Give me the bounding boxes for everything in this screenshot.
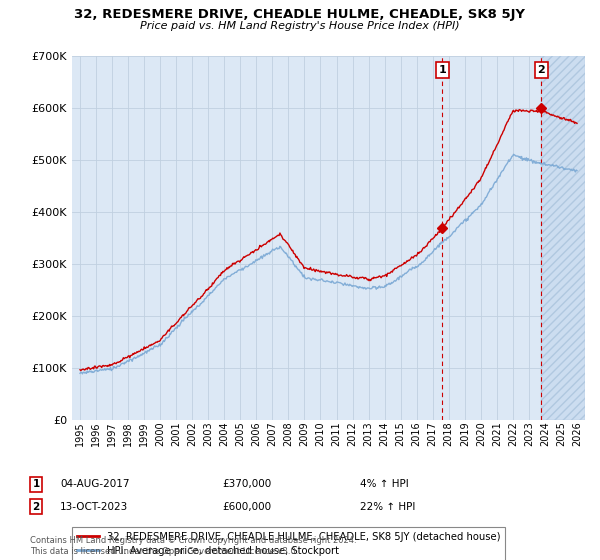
Text: 22% ↑ HPI: 22% ↑ HPI [360, 502, 415, 512]
Text: Contains HM Land Registry data © Crown copyright and database right 2024.
This d: Contains HM Land Registry data © Crown c… [30, 536, 356, 556]
Text: £370,000: £370,000 [222, 479, 271, 489]
Text: 32, REDESMERE DRIVE, CHEADLE HULME, CHEADLE, SK8 5JY: 32, REDESMERE DRIVE, CHEADLE HULME, CHEA… [74, 8, 526, 21]
Text: 2: 2 [538, 65, 545, 75]
Legend: 32, REDESMERE DRIVE, CHEADLE HULME, CHEADLE, SK8 5JY (detached house), HPI: Aver: 32, REDESMERE DRIVE, CHEADLE HULME, CHEA… [72, 527, 505, 560]
Text: 2: 2 [32, 502, 40, 512]
Text: Price paid vs. HM Land Registry's House Price Index (HPI): Price paid vs. HM Land Registry's House … [140, 21, 460, 31]
Text: 1: 1 [32, 479, 40, 489]
Text: 1: 1 [439, 65, 446, 75]
Bar [541, 56, 585, 420]
Text: 04-AUG-2017: 04-AUG-2017 [60, 479, 130, 489]
Text: £600,000: £600,000 [222, 502, 271, 512]
Text: 13-OCT-2023: 13-OCT-2023 [60, 502, 128, 512]
Text: 4% ↑ HPI: 4% ↑ HPI [360, 479, 409, 489]
